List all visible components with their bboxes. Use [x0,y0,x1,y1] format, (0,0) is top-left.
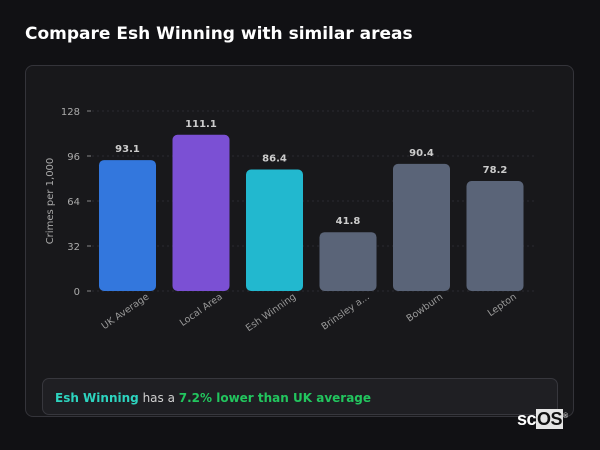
x-tick-label: Bowburn [405,291,446,324]
data-label: 111.1 [185,119,217,130]
y-tick-label: 96 [67,152,80,163]
data-label: 41.8 [336,216,361,227]
x-tick-label: Esh Winning [244,291,298,334]
scos-logo: scOS® [517,409,568,429]
x-tick-label: Lepton [486,291,519,319]
x-tick-label: Local Area [178,291,225,328]
data-label: 86.4 [262,154,287,165]
bar-brinsley-a- [319,232,377,291]
data-label: 78.2 [483,165,508,176]
bar-lepton [466,181,524,291]
bar-esh-winning [246,169,303,291]
summary-text: has a [138,391,179,405]
place-name: Esh Winning [55,391,139,405]
x-tick-label: Brinsley a... [320,291,372,332]
y-tick-label: 0 [74,287,80,298]
comparison-value: 7.2% lower than UK average [178,391,372,405]
y-axis-label: Crimes per 1,000 [45,158,56,245]
y-tick-label: 32 [67,242,80,253]
bar-bowburn [393,163,450,291]
x-tick-label: UK Average [100,291,152,332]
bar-local-area [172,134,230,291]
data-label: 90.4 [409,148,434,159]
y-tick-label: 128 [61,107,80,118]
comparison-summary: Esh Winning has a 7.2% lower than UK ave… [42,378,558,415]
y-tick-label: 64 [67,197,80,208]
page-title: Compare Esh Winning with similar areas [25,24,413,44]
bar-uk-average [99,160,156,291]
data-label: 93.1 [115,144,140,155]
